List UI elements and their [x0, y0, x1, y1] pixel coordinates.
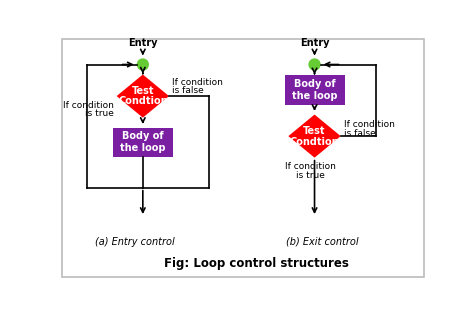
Text: Entry: Entry: [300, 38, 329, 48]
Text: Body of: Body of: [122, 131, 164, 141]
Text: If condition: If condition: [63, 101, 114, 110]
Text: (b) Exit control: (b) Exit control: [286, 237, 358, 247]
Text: is false: is false: [344, 129, 375, 137]
Text: If condition: If condition: [344, 120, 395, 129]
FancyBboxPatch shape: [284, 75, 345, 105]
Text: Condtion: Condtion: [290, 136, 339, 146]
Text: (a) Entry control: (a) Entry control: [95, 237, 175, 247]
Text: If condition: If condition: [172, 78, 223, 87]
Text: Test: Test: [132, 86, 154, 96]
Text: is true: is true: [85, 109, 114, 118]
Text: is true: is true: [296, 171, 325, 180]
Circle shape: [309, 58, 321, 71]
Text: Fig: Loop control structures: Fig: Loop control structures: [164, 257, 349, 270]
Text: Condtion: Condtion: [118, 96, 168, 106]
Text: the loop: the loop: [292, 91, 337, 101]
FancyBboxPatch shape: [62, 39, 424, 277]
Polygon shape: [288, 115, 341, 158]
Text: If condition: If condition: [285, 162, 336, 171]
FancyBboxPatch shape: [113, 128, 173, 157]
Circle shape: [137, 58, 149, 71]
Text: Entry: Entry: [128, 38, 157, 48]
Text: the loop: the loop: [120, 143, 165, 153]
Polygon shape: [117, 74, 169, 118]
Text: is false: is false: [172, 86, 204, 95]
Text: Body of: Body of: [294, 79, 335, 89]
Text: Test: Test: [303, 126, 326, 136]
